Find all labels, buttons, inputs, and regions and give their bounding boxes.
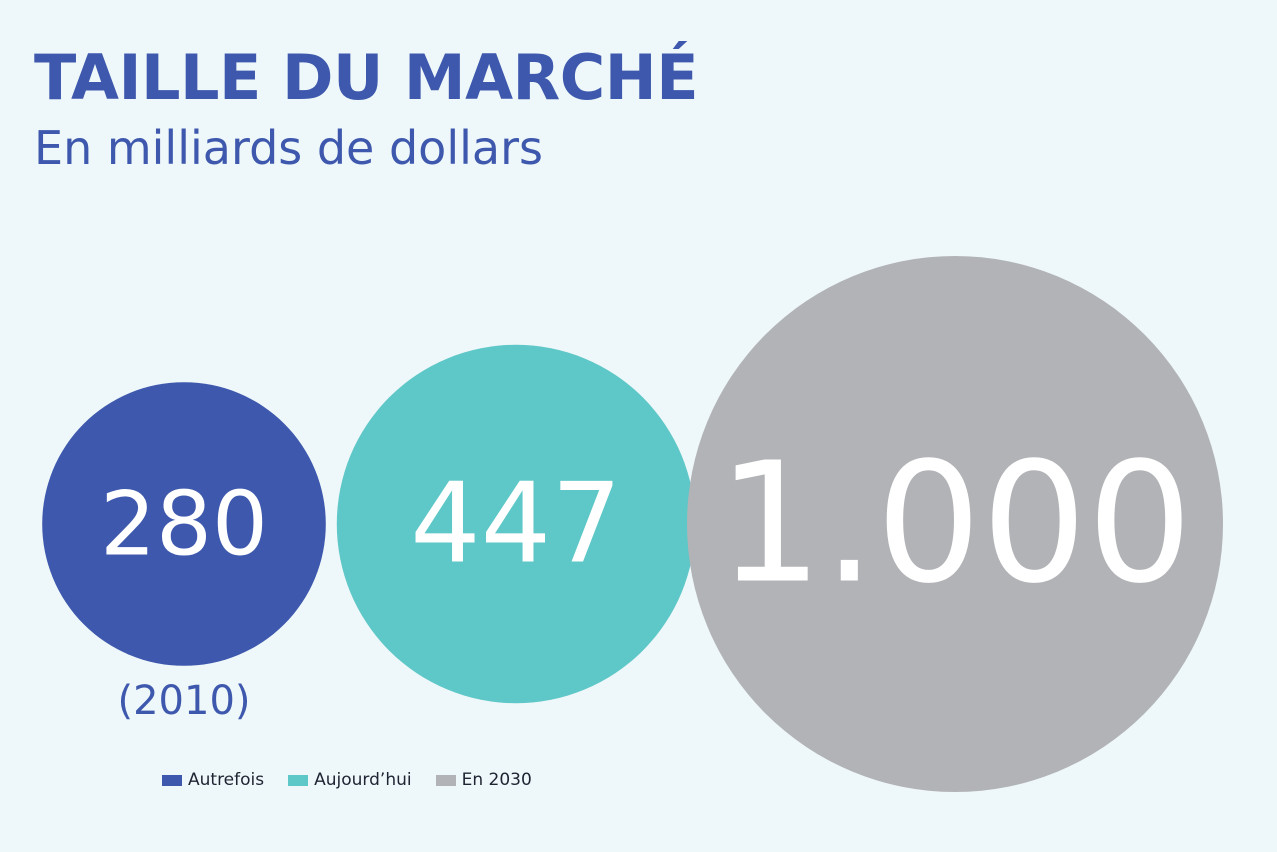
bubble-value-autrefois: 280 bbox=[100, 473, 268, 576]
chart-title: TAILLE DU MARCHÉ bbox=[34, 41, 699, 114]
bubble-aujourd-hui bbox=[336, 344, 696, 704]
bubble-autrefois bbox=[42, 382, 326, 666]
bubble-note-autrefois: (2010) bbox=[117, 678, 250, 724]
legend-item-autrefois: Autrefois bbox=[162, 770, 264, 790]
legend-item-aujourdhui: Aujourd’hui bbox=[288, 770, 412, 790]
legend-swatch-autrefois bbox=[162, 774, 182, 786]
legend-label-aujourdhui: Aujourd’hui bbox=[314, 770, 412, 790]
bubble-en-2030 bbox=[687, 256, 1223, 792]
bubble-layer: 280 (2010) 447 1.000 bbox=[42, 256, 1223, 792]
legend-label-autrefois: Autrefois bbox=[188, 770, 265, 790]
legend-label-en-2030: En 2030 bbox=[461, 770, 532, 790]
chart-legend: Autrefois Aujourd’hui En 2030 bbox=[162, 768, 556, 792]
bubble-value-aujourd-hui: 447 bbox=[410, 460, 622, 589]
bubble-value-en-2030: 1.000 bbox=[717, 428, 1192, 621]
legend-swatch-aujourdhui bbox=[288, 774, 309, 786]
chart-subtitle: En milliards de dollars bbox=[34, 121, 543, 175]
legend-swatch-en-2030 bbox=[435, 774, 456, 786]
legend-item-en-2030: En 2030 bbox=[435, 770, 532, 790]
